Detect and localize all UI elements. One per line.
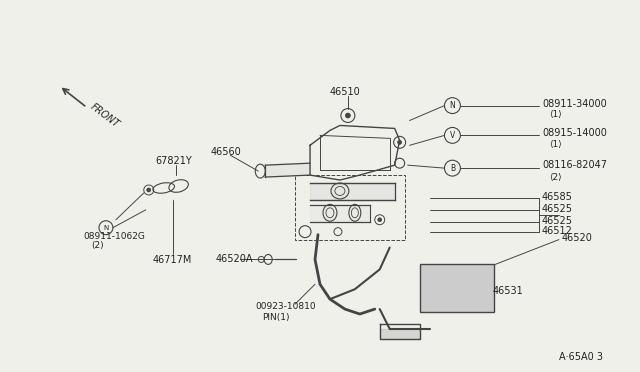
Text: 46512: 46512 <box>542 226 573 236</box>
Text: FRONT: FRONT <box>89 102 122 129</box>
Text: V: V <box>450 131 455 140</box>
Text: ⟨1⟩: ⟨1⟩ <box>549 110 562 119</box>
Text: N: N <box>103 225 109 231</box>
Text: 08911-1062G: 08911-1062G <box>83 232 145 241</box>
Text: 08915-14000: 08915-14000 <box>542 128 607 138</box>
Text: A·65A0 3: A·65A0 3 <box>559 352 603 362</box>
Bar <box>295 175 404 240</box>
Text: N: N <box>449 101 455 110</box>
Text: 46525: 46525 <box>542 216 573 226</box>
Text: B: B <box>450 164 455 173</box>
Text: 46510: 46510 <box>330 87 361 97</box>
Text: ⟨2⟩: ⟨2⟩ <box>549 173 562 182</box>
Polygon shape <box>310 183 395 200</box>
Text: PIN(1): PIN(1) <box>262 312 290 321</box>
Text: ⟨1⟩: ⟨1⟩ <box>549 140 562 149</box>
Text: 46520: 46520 <box>562 232 593 243</box>
Text: 46560: 46560 <box>211 147 241 157</box>
Text: 67821Y: 67821Y <box>156 156 193 166</box>
Text: 08116-82047: 08116-82047 <box>542 160 607 170</box>
Polygon shape <box>265 163 310 177</box>
Polygon shape <box>380 329 420 339</box>
Text: 46585: 46585 <box>542 192 573 202</box>
Text: 00923-10810: 00923-10810 <box>255 302 316 311</box>
Text: 46717M: 46717M <box>153 256 192 266</box>
Text: (2): (2) <box>91 241 104 250</box>
Bar <box>420 264 494 312</box>
Circle shape <box>397 140 402 144</box>
Circle shape <box>378 218 381 222</box>
Text: 46520A: 46520A <box>216 254 253 264</box>
Circle shape <box>147 188 151 192</box>
Circle shape <box>346 113 350 118</box>
Text: 08911-34000: 08911-34000 <box>542 99 607 109</box>
Text: 46531: 46531 <box>492 286 523 296</box>
Polygon shape <box>310 205 370 222</box>
Text: 46525: 46525 <box>542 204 573 214</box>
